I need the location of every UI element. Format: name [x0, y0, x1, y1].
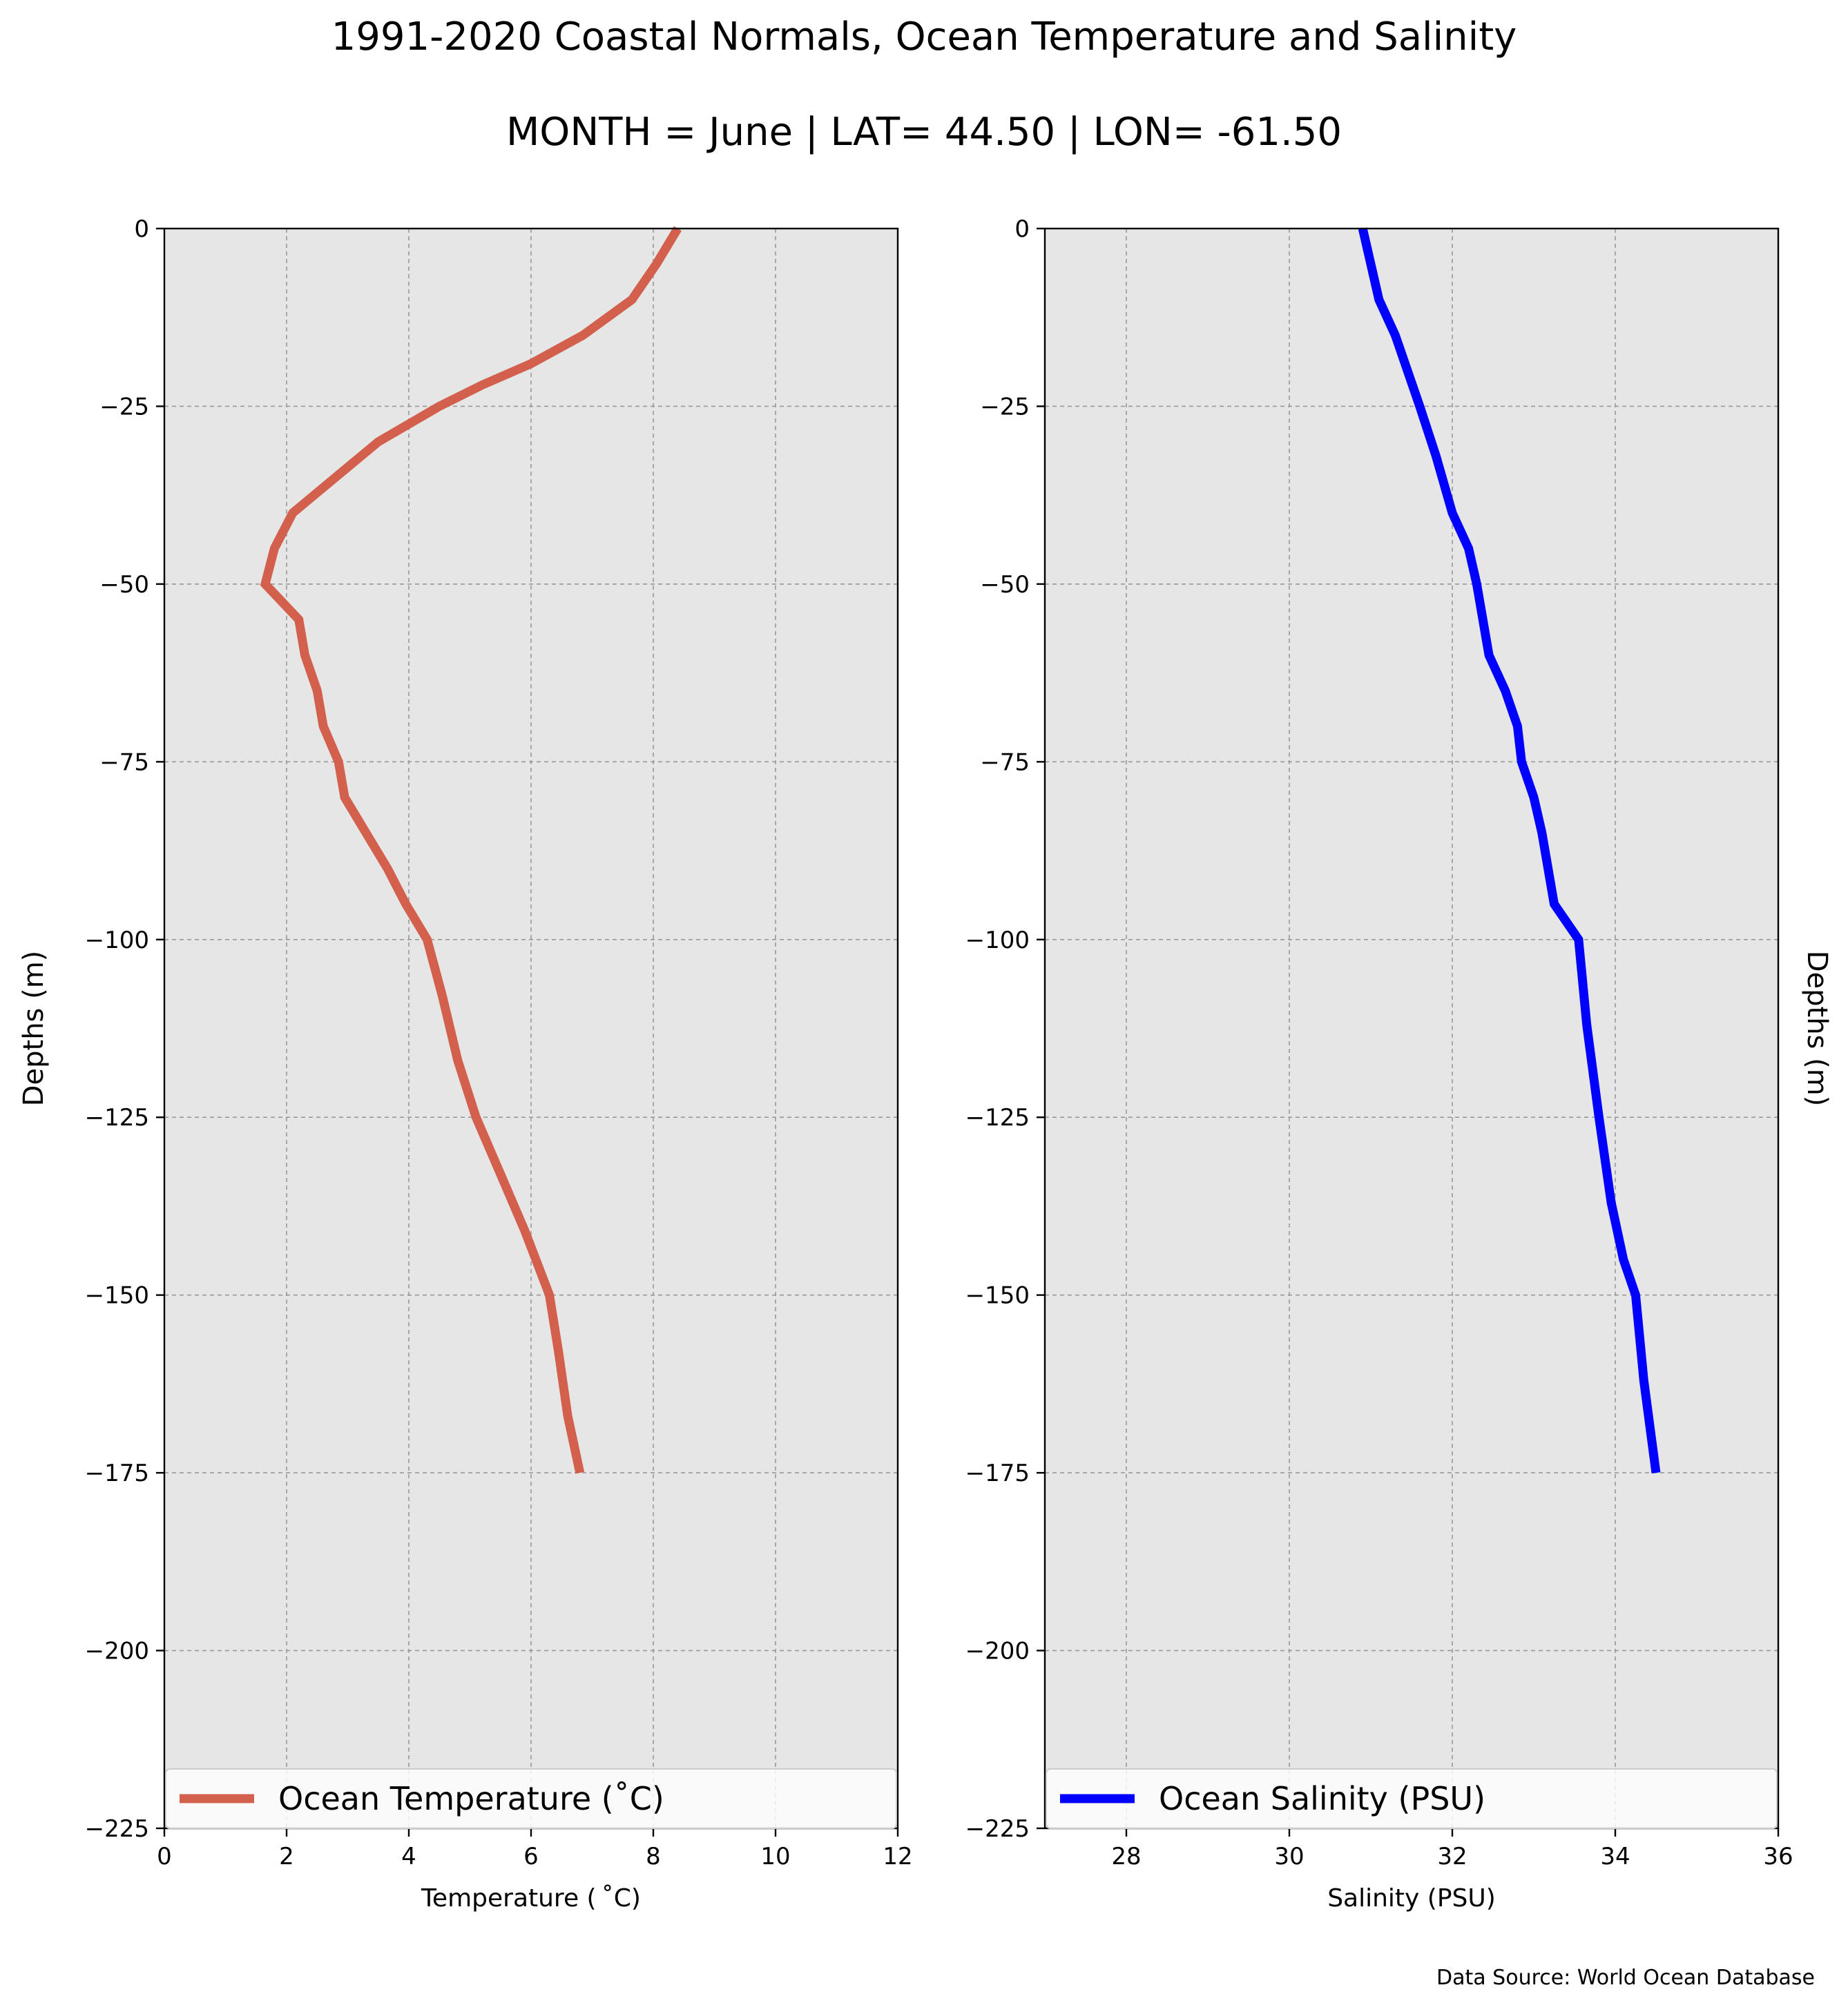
data-source-note: Data Source: World Ocean Database: [1436, 1966, 1815, 1990]
legend-box: [1046, 1768, 1778, 1829]
y-tick-label: −75: [980, 748, 1030, 776]
x-tick-label: 2: [279, 1843, 294, 1870]
y-tick-label: −100: [85, 927, 149, 954]
legend: Ocean Temperature (˚C): [165, 1768, 897, 1829]
legend-label: Ocean Salinity (PSU): [1159, 1780, 1485, 1817]
y-tick-label: −100: [965, 927, 1030, 954]
y-tick-label: −125: [965, 1104, 1030, 1132]
y-tick-label: −50: [99, 571, 149, 599]
x-tick-label: 34: [1600, 1843, 1630, 1870]
x-tick-label: 6: [523, 1843, 539, 1870]
x-tick-label: 0: [157, 1843, 172, 1870]
x-tick-label: 28: [1111, 1843, 1141, 1870]
y-tick-label: −75: [99, 748, 149, 776]
x-tick-label: 32: [1437, 1843, 1467, 1870]
y-tick-label: −150: [965, 1282, 1030, 1310]
chart-subtitle: MONTH = June | LAT= 44.50 | LON= -61.50: [506, 110, 1342, 155]
y-tick-label: −25: [99, 393, 149, 420]
series-line-temperature: [260, 226, 682, 1474]
y-tick-label: −150: [85, 1282, 149, 1310]
x-tick-label: 30: [1274, 1843, 1304, 1870]
y-tick-label: −50: [980, 571, 1030, 599]
legend-label: Ocean Temperature (˚C): [278, 1780, 664, 1817]
series-line-salinity: [1358, 227, 1661, 1473]
y-tick-label: −200: [965, 1638, 1030, 1665]
y-axis-label: Depths (m): [1801, 951, 1833, 1107]
y-tick-label: −125: [85, 1104, 149, 1132]
chart-title: 1991-2020 Coastal Normals, Ocean Tempera…: [331, 14, 1517, 59]
salinity-panel: 0 −25 −50 −75 −100 −125 −150 −175 −200 −225 28 30 32…: [965, 215, 1833, 1913]
y-tick-label: 0: [134, 215, 149, 243]
x-axis-label: Temperature ( ˚C): [421, 1884, 641, 1913]
legend: Ocean Salinity (PSU): [1046, 1768, 1778, 1829]
y-tick-label: −200: [85, 1638, 149, 1665]
y-tick-label: −175: [965, 1460, 1030, 1487]
y-tick-label: −225: [85, 1815, 149, 1843]
x-tick-label: 4: [401, 1843, 416, 1870]
x-tick-label: 8: [646, 1843, 661, 1870]
y-tick-label: 0: [1014, 215, 1030, 243]
y-axis-label: Depths (m): [18, 951, 50, 1107]
temperature-panel: 0 −25 −50 −75 −100 −125 −150 −175 −200 −225 0 2 4 6 8 1…: [18, 215, 913, 1913]
y-tick-label: −175: [85, 1460, 149, 1487]
y-tick-label: −25: [980, 393, 1030, 420]
x-axis-label: Salinity (PSU): [1327, 1884, 1496, 1913]
x-tick-label: 10: [760, 1843, 790, 1870]
y-tick-label: −225: [965, 1815, 1030, 1843]
x-tick-label: 36: [1763, 1843, 1793, 1870]
x-tick-label: 12: [883, 1843, 912, 1870]
plot-background: [1045, 229, 1778, 1828]
legend-box: [165, 1768, 897, 1829]
